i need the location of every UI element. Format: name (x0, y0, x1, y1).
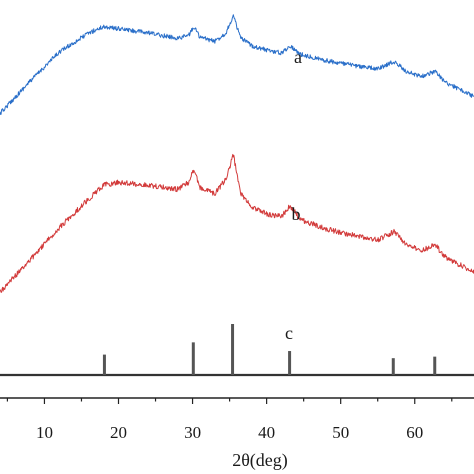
series-b-line (0, 153, 474, 293)
x-tick-label: 30 (184, 423, 201, 442)
x-axis-label: 2θ(deg) (232, 450, 288, 471)
x-tick-label: 50 (332, 423, 349, 442)
x-axis: 10 20 30 40 50 60 (0, 397, 474, 442)
x-tick-label: 40 (258, 423, 275, 442)
x-tick-label: 10 (36, 423, 53, 442)
x-tick-label: 20 (110, 423, 127, 442)
series-a-line (0, 14, 474, 115)
series-label-c: c (285, 323, 293, 343)
x-tick-label: 60 (406, 423, 423, 442)
series-label-a: a (294, 47, 302, 67)
series-label-b: b (292, 204, 301, 224)
series-group (0, 14, 474, 377)
labels-group: a b c (285, 47, 302, 343)
